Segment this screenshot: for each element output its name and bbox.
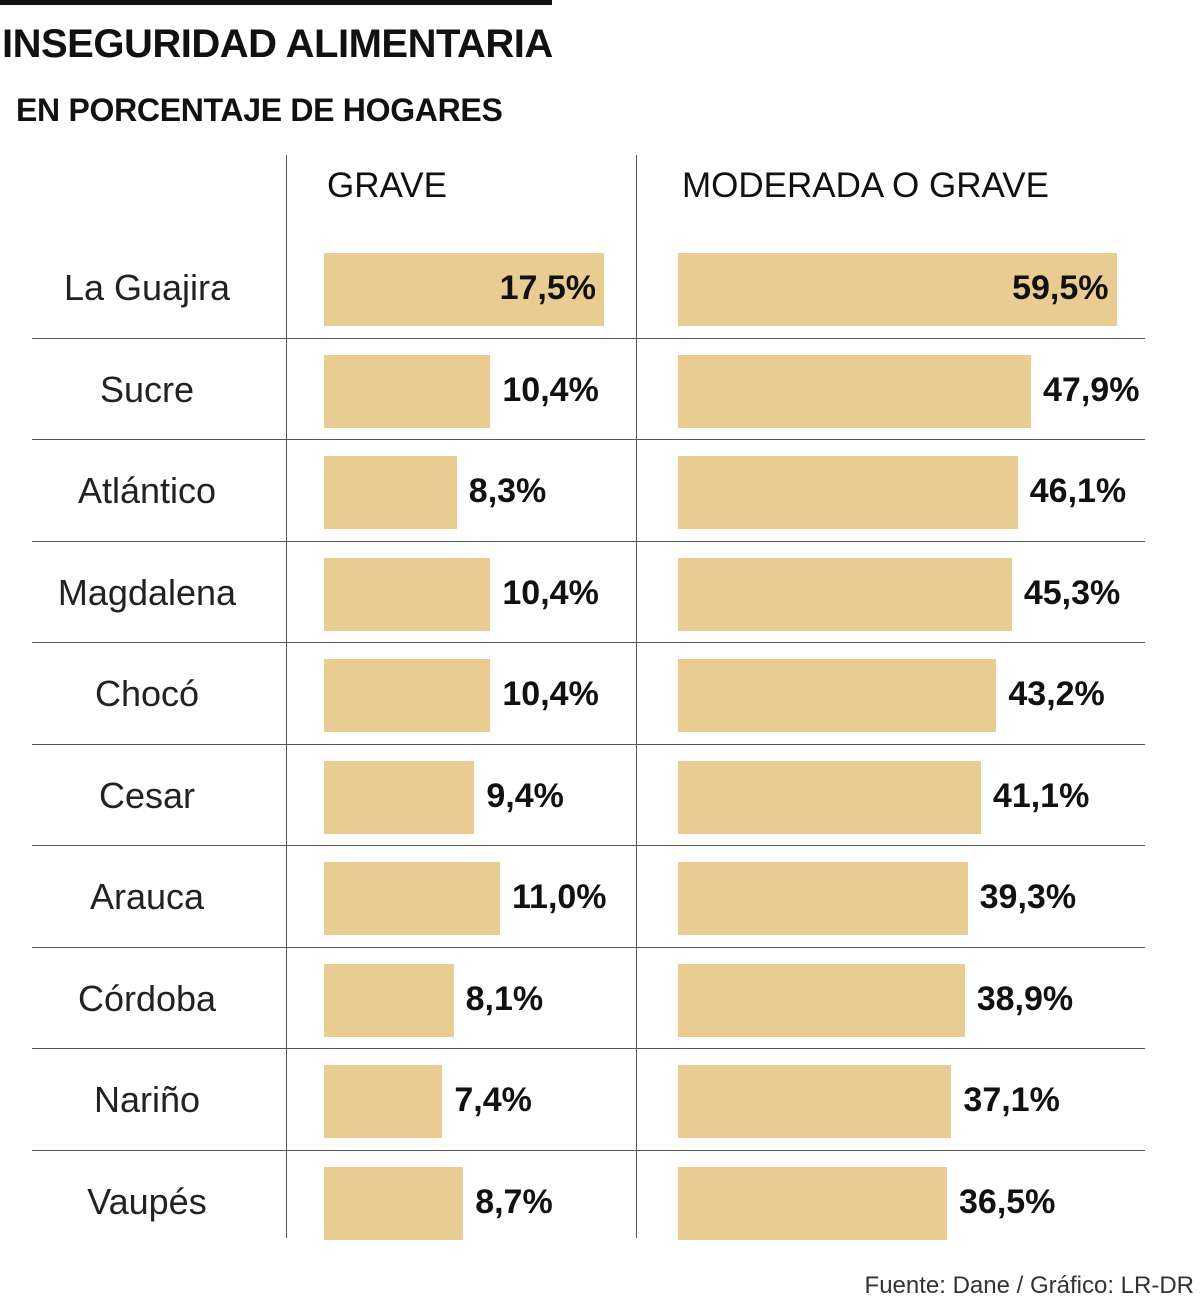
value-label-moderada-arauca: 39,3% [979,878,1077,916]
bar-moderada-atlantico [678,456,1018,529]
row-label-cordoba: Córdoba [77,977,217,1019]
row-label-vaupes: Vaupés [87,1180,207,1222]
bar-grave-vaupes [324,1166,464,1240]
bar-grave-la-guajira [324,253,604,326]
value-label-moderada-narino: 37,1% [963,1081,1060,1119]
value-label-grave-choco: 10,4% [502,675,599,713]
row-divider [32,947,1145,948]
row-divider [32,439,1145,440]
row-label-atlantico: Atlántico [77,470,217,511]
bar-grave-arauca [324,862,500,935]
chart-title: INSEGURIDAD ALIMENTARIA [2,22,553,66]
value-label-grave-la-guajira: 17,5% [499,269,596,307]
bar-moderada-cesar [678,760,981,834]
row-label-cesar: Cesar [98,774,196,816]
bar-grave-narino [324,1065,443,1138]
row-label-magdalena: Magdalena [57,571,237,613]
value-label-grave-cesar: 9,4% [486,776,564,815]
value-label-grave-magdalena: 10,4% [502,573,599,612]
bar-moderada-sucre [678,354,1031,428]
value-label-grave-atlantico: 8,3% [468,472,547,510]
row-divider [32,338,1145,339]
value-label-grave-cordoba: 8,1% [465,979,544,1018]
value-label-grave-sucre: 10,4% [502,370,599,409]
top-rule [0,0,552,5]
value-label-moderada-cordoba: 38,9% [976,979,1074,1018]
bar-moderada-vaupes [678,1166,947,1240]
row-divider [32,744,1145,745]
value-label-moderada-cesar: 41,1% [992,776,1090,815]
value-label-moderada-sucre: 47,9% [1043,370,1140,409]
row-label-la-guajira: La Guajira [63,267,231,308]
bar-moderada-narino [678,1065,952,1138]
column-header-grave: GRAVE [327,166,447,205]
row-divider [32,541,1145,542]
bar-grave-sucre [324,354,491,428]
row-divider [32,1150,1145,1151]
bar-moderada-choco [678,659,997,732]
column-divider-left [286,155,287,1238]
bar-moderada-arauca [678,862,968,935]
value-label-moderada-la-guajira: 59,5% [1012,269,1109,307]
bar-grave-cesar [324,760,475,834]
row-label-choco: Chocó [94,673,200,714]
value-label-grave-vaupes: 8,7% [475,1182,553,1221]
source-note: Fuente: Dane / Gráfico: LR-DR [864,1272,1194,1299]
row-divider [32,642,1145,643]
row-divider [32,1048,1145,1049]
value-label-moderada-choco: 43,2% [1008,675,1105,713]
value-label-grave-narino: 7,4% [454,1081,532,1119]
value-label-moderada-atlantico: 46,1% [1029,472,1127,510]
bar-moderada-la-guajira [678,253,1117,326]
value-label-moderada-magdalena: 45,3% [1023,573,1121,612]
column-divider-right [636,155,637,1238]
row-label-narino: Nariño [93,1079,201,1120]
value-label-grave-arauca: 11,0% [512,878,607,916]
row-divider [32,845,1145,846]
bar-grave-atlantico [324,456,457,529]
bar-moderada-cordoba [678,963,965,1037]
bar-grave-choco [324,659,491,732]
column-header-moderada: MODERADA O GRAVE [682,166,1049,205]
row-label-arauca: Arauca [89,876,205,917]
bar-grave-cordoba [324,963,454,1037]
chart-subtitle: EN PORCENTAJE DE HOGARES [16,92,503,128]
bar-moderada-magdalena [678,557,1012,631]
value-label-moderada-vaupes: 36,5% [959,1182,1056,1221]
row-label-sucre: Sucre [99,368,195,410]
bar-grave-magdalena [324,557,491,631]
